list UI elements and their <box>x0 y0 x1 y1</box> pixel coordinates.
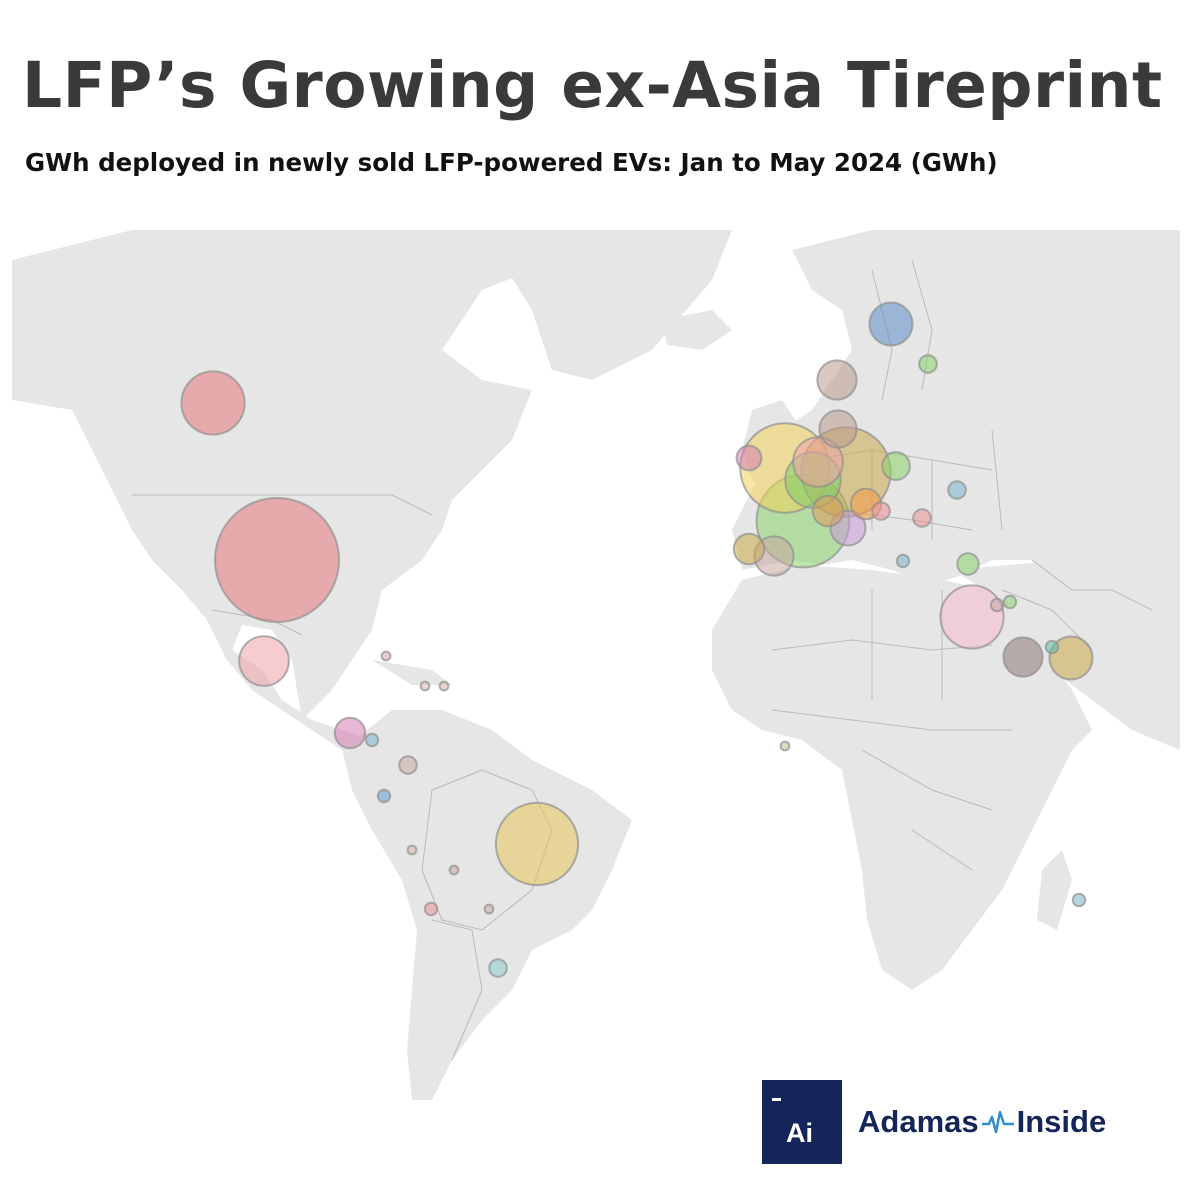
logo-mark: Ai <box>786 1118 813 1148</box>
bubble-ecuador[interactable]: Ecuador <box>376 788 392 804</box>
bubble-dominican-republic[interactable]: Dominican Republic <box>419 680 431 692</box>
bubble-colombia[interactable]: Colombia <box>398 755 418 775</box>
bubble-turkey[interactable]: Turkey <box>956 552 980 576</box>
madagascar-land <box>1037 850 1072 930</box>
bubble-sweden[interactable]: Sweden <box>868 301 914 347</box>
bubble-norway[interactable]: Norway <box>816 359 858 401</box>
north-america-land <box>12 230 532 750</box>
bubble-romania[interactable]: Romania <box>912 508 932 528</box>
iceland-land <box>662 310 732 350</box>
brand-left: Adamas <box>858 1104 979 1139</box>
brand-wordmark: Adamas Inside <box>858 1102 1106 1142</box>
bubble-puerto-rico[interactable]: Puerto Rico <box>438 680 450 692</box>
us-canada-border <box>132 494 433 516</box>
chart-title: LFP’s Growing ex-Asia Tireprint <box>22 49 1163 122</box>
bubble-united-arab-emirates[interactable]: United Arab Emirates <box>1048 635 1094 681</box>
bubble-mauritius[interactable]: Mauritius <box>1071 892 1087 908</box>
brand-right: Inside <box>1016 1104 1107 1139</box>
world-map[interactable]: United StatesFranceUnited KingdomGermany… <box>12 230 1180 1100</box>
bubble-poland[interactable]: Poland <box>881 451 911 481</box>
caribbean-land <box>372 660 452 685</box>
bubble-jamaica[interactable]: Jamaica <box>380 650 392 662</box>
bubble-uruguay[interactable]: Uruguay <box>488 958 508 978</box>
bubble-finland[interactable]: Finland <box>918 354 938 374</box>
bubble-ukraine[interactable]: Ukraine <box>947 480 967 500</box>
chart-subtitle: GWh deployed in newly sold LFP-powered E… <box>25 148 998 177</box>
bubble-costa-rica[interactable]: Costa Rica <box>333 716 367 750</box>
brazil-border <box>421 769 553 931</box>
bubble-saudi-arabia[interactable]: Saudi Arabia <box>1002 636 1044 678</box>
pulse-icon <box>981 1110 1014 1134</box>
africa-land <box>712 565 1092 990</box>
bubble-nigeria[interactable]: Nigeria <box>779 740 791 752</box>
bubble-switzerland[interactable]: Switzerland <box>811 494 845 528</box>
bubble-chile[interactable]: Chile <box>423 901 439 917</box>
bubble-united-states[interactable]: United States <box>214 497 340 623</box>
bubble-qatar[interactable]: Qatar <box>1044 639 1060 655</box>
map-canvas[interactable]: United StatesFranceUnited KingdomGermany… <box>12 230 1180 1100</box>
bubble-ireland[interactable]: Ireland <box>735 444 763 472</box>
logo-dash <box>772 1098 781 1101</box>
bubble-iraq[interactable]: Iraq <box>1002 594 1018 610</box>
africa-borders-central <box>771 709 1012 871</box>
bubble-brazil[interactable]: Brazil <box>494 801 580 887</box>
greenland-land <box>482 230 732 380</box>
bubble-denmark[interactable]: Denmark <box>818 409 858 449</box>
bubble-greece[interactable]: Greece <box>895 553 911 569</box>
bubble-hungary[interactable]: Hungary <box>871 501 891 521</box>
bubble-canada[interactable]: Canada <box>180 370 246 436</box>
bubble-portugal[interactable]: Portugal <box>732 532 766 566</box>
bubble-mexico[interactable]: Mexico <box>238 635 290 687</box>
bubble-bolivia[interactable]: Bolivia <box>448 864 460 876</box>
bubble-paraguay[interactable]: Paraguay <box>483 903 495 915</box>
logo-square: Ai <box>762 1080 842 1164</box>
bubble-layer[interactable]: United StatesFranceUnited KingdomGermany… <box>180 301 1094 978</box>
bubble-peru[interactable]: Peru <box>406 844 418 856</box>
adamas-logo: Ai Adamas Inside <box>762 1080 1162 1164</box>
bubble-belgium[interactable]: Belgium <box>792 436 844 488</box>
bubble-panama[interactable]: Panama <box>364 732 380 748</box>
bubble-israel[interactable]: Israel <box>939 584 1005 650</box>
argentina-border <box>431 919 483 1061</box>
bubble-jordan[interactable]: Jordan <box>989 597 1005 613</box>
middle-east-borders <box>1001 559 1153 651</box>
